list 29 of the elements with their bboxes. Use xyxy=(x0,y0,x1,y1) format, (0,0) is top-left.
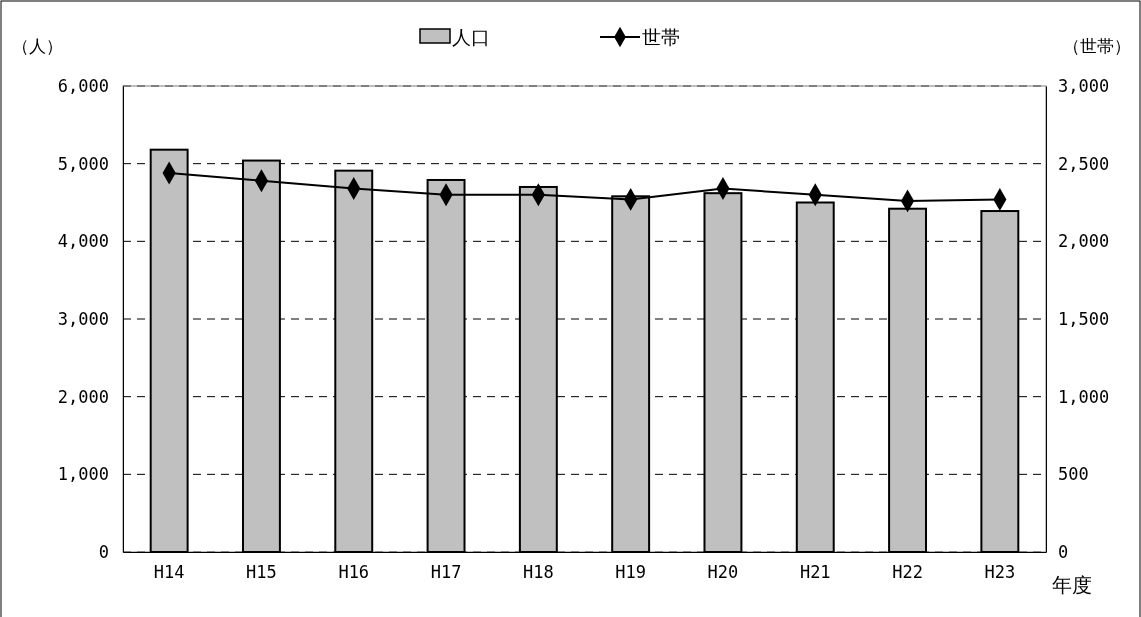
y2-axis-title: （世帯） xyxy=(1063,36,1131,56)
y2-tick-label: 3,000 xyxy=(1058,75,1110,96)
y-tick-label: 5,000 xyxy=(57,153,109,174)
x-tick-label: H22 xyxy=(892,562,923,583)
x-tick-label: H19 xyxy=(615,562,647,583)
x-tick-label: H17 xyxy=(430,562,462,583)
y-tick-label: 1,000 xyxy=(57,464,109,485)
x-tick-label: H14 xyxy=(153,562,185,583)
y-axis-title: （人） xyxy=(12,36,63,56)
y2-tick-label: 2,500 xyxy=(1058,153,1110,174)
y2-tick-label: 1,000 xyxy=(1058,386,1110,407)
legend-label: 世帯 xyxy=(642,26,680,48)
y2-tick-label: 500 xyxy=(1058,464,1089,485)
y-tick-label: 6,000 xyxy=(57,75,109,96)
y2-tick-label: 2,000 xyxy=(1058,231,1110,252)
x-tick-label: H20 xyxy=(707,562,739,583)
x-tick-label: H18 xyxy=(522,562,554,583)
y-tick-label: 2,000 xyxy=(57,386,109,407)
legend-label: 人口 xyxy=(452,26,490,48)
x-tick-label: H23 xyxy=(984,562,1016,583)
y2-tick-label: 0 xyxy=(1058,541,1069,562)
x-tick-label: H15 xyxy=(246,562,277,583)
y-tick-label: 0 xyxy=(98,541,109,562)
x-tick-label: H21 xyxy=(799,562,831,583)
x-axis-title: 年度 xyxy=(1052,573,1092,597)
x-tick-label: H16 xyxy=(338,562,370,583)
y2-tick-label: 1,500 xyxy=(1058,308,1110,329)
y-tick-label: 4,000 xyxy=(57,231,109,252)
y-tick-label: 3,000 xyxy=(57,308,109,329)
